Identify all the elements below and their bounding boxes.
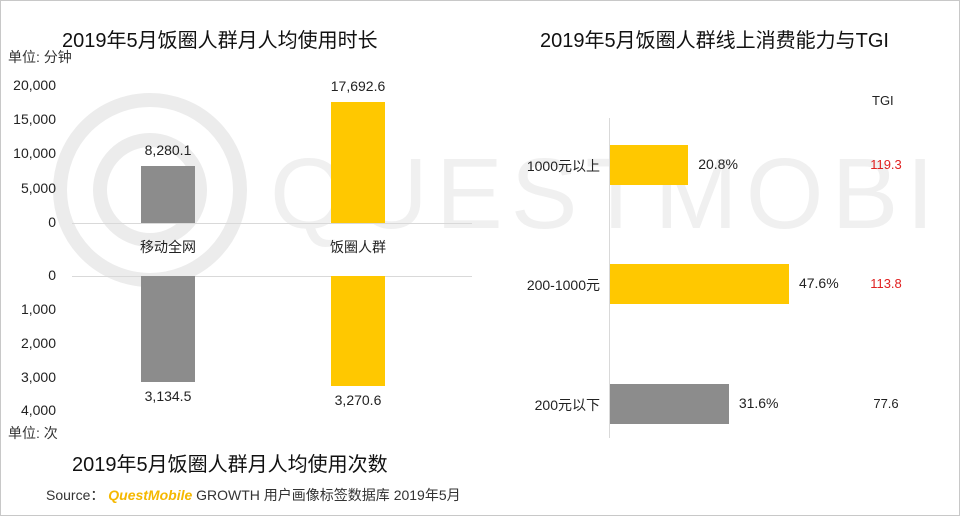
source-line: Source： QuestMobile GROWTH 用户画像标签数据库 201… — [46, 485, 461, 505]
bar — [610, 384, 729, 424]
category-label: 1000元以上 — [526, 158, 600, 174]
chart-spending-axis — [609, 118, 610, 438]
bar — [141, 276, 195, 382]
data-label: 20.8% — [698, 156, 738, 172]
y-tick-label: 20,000 — [13, 77, 56, 93]
data-label: 47.6% — [798, 275, 839, 291]
chart-count-baseline — [72, 276, 472, 277]
y-tick-label: 10,000 — [13, 145, 56, 161]
data-label: 17,692.6 — [330, 77, 386, 94]
chart-duration-title: 2019年5月饭圈人群月人均使用时长 — [62, 30, 378, 52]
chart-duration-unit: 单位: 分钟 — [8, 49, 72, 65]
category-label: 200-1000元 — [526, 277, 600, 293]
y-tick-label: 5,000 — [20, 180, 56, 196]
chart-count-title: 2019年5月饭圈人群月人均使用次数 — [72, 454, 388, 476]
bar — [331, 101, 385, 223]
tgi-value: 119.3 — [870, 157, 902, 172]
bar — [141, 166, 195, 223]
data-label: 3,270.6 — [334, 392, 382, 409]
tgi-header: TGI — [872, 93, 894, 108]
y-tick-label: 2,000 — [20, 335, 56, 351]
y-tick-label: 3,000 — [20, 369, 56, 385]
y-tick-label: 0 — [48, 267, 56, 283]
category-label: 移动全网 — [140, 239, 196, 255]
tgi-value: 113.8 — [870, 276, 902, 291]
tgi-value: 77.6 — [873, 396, 899, 411]
data-label: 3,134.5 — [144, 387, 192, 404]
bar — [610, 264, 789, 304]
data-label: 31.6% — [738, 395, 779, 411]
y-tick-label: 15,000 — [13, 111, 56, 127]
chart-spending-title: 2019年5月饭圈人群线上消费能力与TGI — [540, 30, 889, 52]
source-label: Source： — [46, 487, 105, 503]
source-text: GROWTH 用户画像标签数据库 2019年5月 — [196, 487, 461, 503]
y-tick-label: 1,000 — [20, 301, 56, 317]
chart-duration-baseline — [72, 223, 472, 224]
y-tick-label: 0 — [48, 214, 56, 230]
chart-count-unit: 单位: 次 — [8, 425, 58, 441]
data-label: 8,280.1 — [144, 142, 192, 159]
bar — [610, 145, 689, 185]
y-tick-label: 4,000 — [20, 402, 56, 418]
category-label: 饭圈人群 — [330, 239, 386, 255]
category-label: 200元以下 — [534, 397, 600, 413]
source-brand: QuestMobile — [108, 487, 193, 503]
bar — [331, 276, 385, 387]
